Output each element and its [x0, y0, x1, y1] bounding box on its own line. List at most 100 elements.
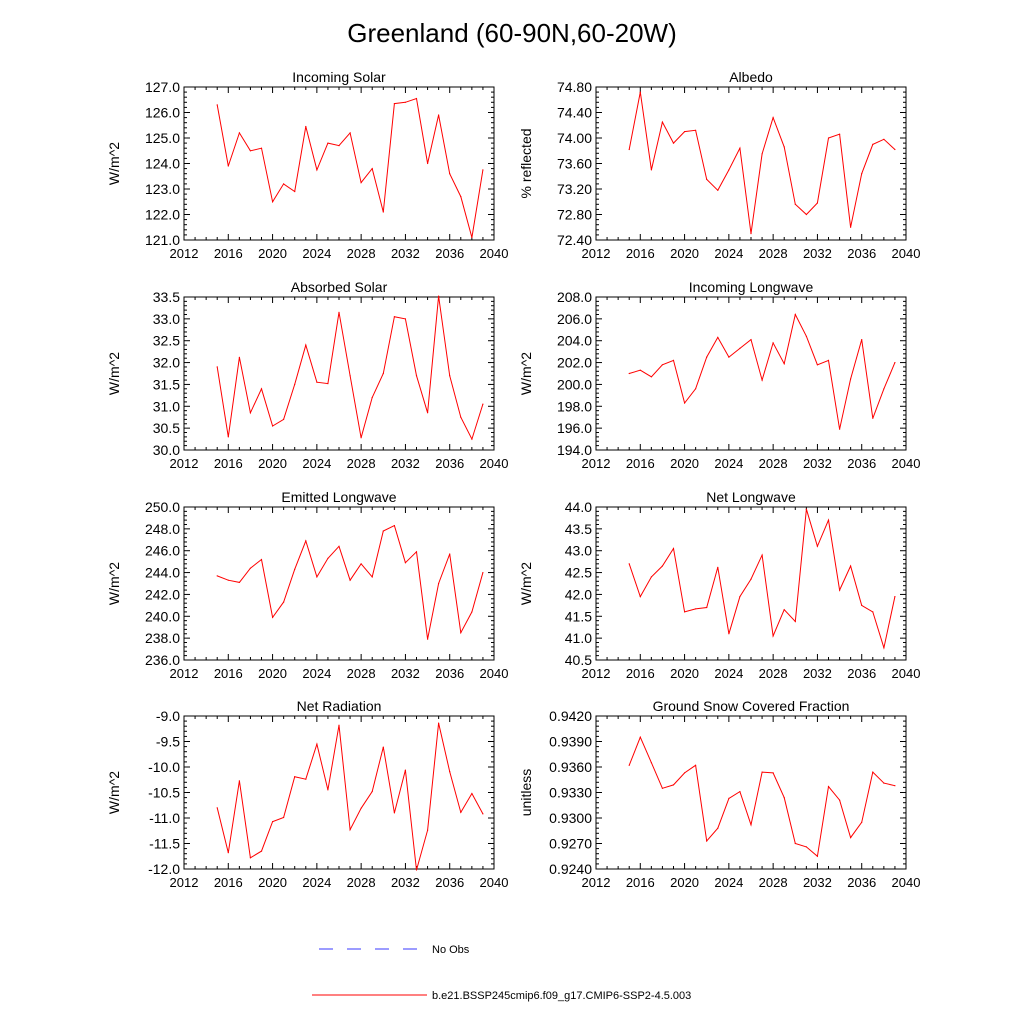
data-point	[750, 339, 752, 341]
data-point	[783, 609, 785, 611]
data-point	[739, 347, 741, 349]
data-point	[783, 363, 785, 365]
data-point	[249, 567, 251, 569]
x-tick-label: 2020	[258, 456, 287, 471]
y-tick-label: -9.0	[156, 708, 180, 724]
data-point	[482, 572, 484, 574]
data-point	[639, 736, 641, 738]
data-point	[761, 554, 763, 556]
y-tick-label: 0.9420	[549, 708, 592, 724]
data-point	[238, 132, 240, 134]
data-point	[393, 103, 395, 105]
data-point	[371, 576, 373, 578]
data-point	[684, 611, 686, 613]
y-tick-label: 204.0	[557, 333, 592, 349]
y-tick-label: 0.9300	[549, 810, 592, 826]
x-tick-label: 2028	[347, 875, 376, 890]
data-point	[260, 147, 263, 149]
data-point	[438, 582, 440, 585]
y-tick-label: 244.0	[145, 565, 180, 581]
data-point	[382, 746, 384, 748]
y-tick-label: 242.0	[145, 586, 180, 602]
data-point	[739, 147, 741, 149]
data-point	[883, 388, 885, 390]
data-point	[672, 547, 675, 550]
data-point	[706, 840, 708, 842]
data-point	[805, 335, 808, 337]
x-tick-label: 2032	[803, 246, 832, 261]
data-point	[272, 616, 274, 619]
panel-title: Incoming Longwave	[689, 279, 814, 295]
x-tick-label: 2036	[435, 666, 464, 681]
series-line	[628, 735, 896, 858]
y-tick-label: 240.0	[145, 608, 180, 624]
data-point	[415, 551, 418, 553]
y-tick-label: 30.5	[153, 420, 180, 436]
data-point	[783, 146, 785, 148]
x-tick-label: 2032	[391, 456, 420, 471]
data-point	[850, 565, 852, 567]
x-tick-label: 2020	[258, 875, 287, 890]
x-tick-label: 2028	[759, 456, 788, 471]
y-tick-label: 31.5	[153, 376, 180, 392]
y-axis-label: W/m^2	[106, 562, 122, 605]
data-point	[695, 388, 697, 390]
data-point	[249, 150, 251, 152]
data-point	[794, 313, 796, 316]
y-axis-label: W/m^2	[106, 352, 122, 395]
data-point	[316, 576, 318, 578]
data-point	[761, 379, 763, 381]
x-tick-label: 2028	[347, 456, 376, 471]
x-tick-label: 2020	[258, 246, 287, 261]
x-tick-label: 2016	[214, 456, 243, 471]
data-point	[327, 142, 329, 144]
y-tick-label: 40.5	[565, 652, 592, 668]
y-axis-label: W/m^2	[518, 352, 534, 395]
data-point	[706, 606, 708, 609]
data-point	[404, 101, 406, 103]
panel-6: Net Longwave W/m^2 2012 2016 2020 2024 2028 203…	[518, 489, 920, 681]
y-tick-label: 196.0	[557, 420, 592, 436]
data-point	[684, 131, 686, 133]
data-point	[393, 525, 395, 527]
x-tick-label: 2016	[626, 666, 655, 681]
data-point	[772, 772, 774, 774]
data-point	[338, 145, 340, 147]
data-point	[728, 356, 730, 358]
data-point	[316, 169, 318, 171]
data-point	[650, 376, 653, 378]
data-point	[460, 632, 462, 634]
data-point	[360, 563, 362, 565]
y-tick-label: -10.0	[148, 759, 180, 775]
y-tick-label: 238.0	[145, 630, 180, 646]
y-tick-label: 41.5	[565, 608, 592, 624]
x-tick-label: 2036	[435, 246, 464, 261]
data-point	[872, 611, 874, 613]
x-tick-label: 2028	[347, 666, 376, 681]
data-point	[471, 611, 473, 613]
x-tick-label: 2012	[582, 875, 611, 890]
data-point	[482, 403, 484, 405]
data-point	[894, 785, 896, 787]
panel-title: Incoming Solar	[292, 69, 386, 85]
panel-7: Net Radiation W/m^2 2012 2016 2020 2024 2028 20…	[106, 698, 508, 890]
data-point	[816, 855, 819, 857]
series-line	[216, 296, 484, 441]
data-point	[883, 782, 885, 784]
data-point	[739, 791, 741, 793]
x-tick-label: 2024	[714, 456, 743, 471]
data-point	[861, 604, 863, 607]
data-point	[438, 114, 440, 116]
data-point	[449, 375, 451, 377]
data-point	[839, 428, 841, 430]
plot-frame	[595, 715, 907, 870]
data-point	[227, 165, 229, 167]
x-tick-label: 2024	[302, 246, 331, 261]
data-point	[238, 780, 240, 782]
x-tick-label: 2016	[626, 456, 655, 471]
data-point	[672, 359, 675, 361]
x-tick-label: 2024	[302, 875, 331, 890]
data-point	[283, 816, 285, 819]
data-point	[404, 769, 406, 771]
x-tick-label: 2012	[170, 875, 199, 890]
